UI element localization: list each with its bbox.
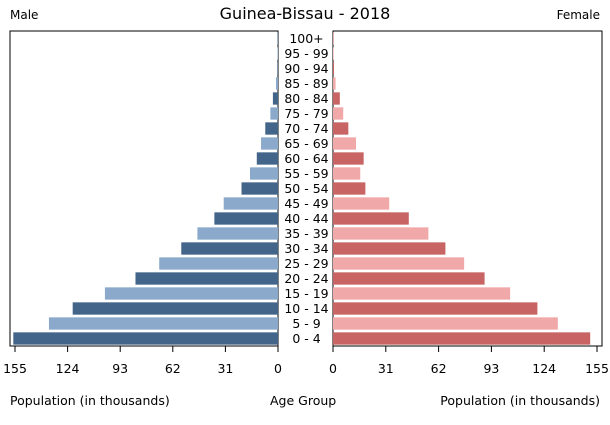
female-bar-11 xyxy=(333,197,390,210)
age-group-label: 85 - 89 xyxy=(284,76,328,91)
age-group-label: 15 - 19 xyxy=(284,286,328,301)
right-tick-label: 62 xyxy=(431,361,447,376)
male-bar-11 xyxy=(223,197,278,210)
female-bar-14 xyxy=(333,242,446,255)
female-bar-17 xyxy=(333,287,511,300)
male-bar-17 xyxy=(104,287,278,300)
female-bar-2 xyxy=(333,62,335,75)
male-bar-3 xyxy=(275,77,278,90)
female-bar-0 xyxy=(333,32,334,45)
age-group-label: 60 - 64 xyxy=(284,151,328,166)
right-tick-label: 155 xyxy=(585,361,609,376)
female-bar-5 xyxy=(333,107,344,120)
age-group-label: 0 - 4 xyxy=(292,331,320,346)
male-bar-7 xyxy=(261,137,278,150)
female-bar-18 xyxy=(333,302,538,315)
right-tick-label: 31 xyxy=(378,361,394,376)
right-tick-label: 0 xyxy=(329,361,337,376)
female-bar-4 xyxy=(333,92,340,105)
right-tick-label: 93 xyxy=(483,361,499,376)
female-bar-12 xyxy=(333,212,409,225)
female-bar-7 xyxy=(333,137,356,150)
age-group-label: 40 - 44 xyxy=(284,211,328,226)
male-bar-13 xyxy=(197,227,278,240)
male-bar-1 xyxy=(277,47,278,60)
age-group-label: 90 - 94 xyxy=(284,61,328,76)
age-group-label: 35 - 39 xyxy=(284,226,328,241)
left-tick-label: 155 xyxy=(3,361,27,376)
female-bar-9 xyxy=(333,167,361,180)
age-group-label: 25 - 29 xyxy=(284,256,328,271)
x-axis-label-left: Population (in thousands) xyxy=(10,393,170,408)
age-group-label: 30 - 34 xyxy=(284,241,328,256)
male-bar-4 xyxy=(272,92,278,105)
female-bar-8 xyxy=(333,152,364,165)
x-axis-label-center: Age Group xyxy=(270,393,337,408)
age-group-label: 50 - 54 xyxy=(284,181,328,196)
right-tick-label: 124 xyxy=(532,361,556,376)
male-bar-2 xyxy=(277,62,278,75)
left-tick-label: 93 xyxy=(112,361,128,376)
female-bar-1 xyxy=(333,47,334,60)
left-tick-label: 124 xyxy=(56,361,80,376)
male-bar-15 xyxy=(159,257,278,270)
male-bar-20 xyxy=(13,332,279,345)
male-bar-18 xyxy=(72,302,278,315)
x-axis-label-right: Population (in thousands) xyxy=(440,393,600,408)
age-group-label: 5 - 9 xyxy=(292,316,320,331)
male-bar-0 xyxy=(277,32,278,45)
age-group-label: 95 - 99 xyxy=(284,46,328,61)
female-bar-19 xyxy=(333,317,558,330)
female-bar-6 xyxy=(333,122,349,135)
female-bar-3 xyxy=(333,77,336,90)
age-group-label: 70 - 74 xyxy=(284,121,328,136)
male-bar-14 xyxy=(181,242,278,255)
female-bar-13 xyxy=(333,227,429,240)
age-group-label: 10 - 14 xyxy=(284,301,328,316)
female-bar-10 xyxy=(333,182,366,195)
left-tick-label: 31 xyxy=(217,361,233,376)
male-bar-19 xyxy=(48,317,278,330)
age-group-label: 75 - 79 xyxy=(284,106,328,121)
female-bar-16 xyxy=(333,272,485,285)
male-bar-6 xyxy=(265,122,278,135)
female-label: Female xyxy=(556,8,600,22)
female-bar-15 xyxy=(333,257,465,270)
male-label: Male xyxy=(10,8,39,22)
left-tick-label: 62 xyxy=(165,361,181,376)
age-group-label: 80 - 84 xyxy=(284,91,328,106)
male-bar-16 xyxy=(135,272,278,285)
male-bar-9 xyxy=(250,167,278,180)
male-bar-10 xyxy=(241,182,278,195)
male-bar-5 xyxy=(270,107,278,120)
male-bar-12 xyxy=(214,212,278,225)
age-group-label: 55 - 59 xyxy=(284,166,328,181)
age-group-label: 100+ xyxy=(289,31,323,46)
female-bar-20 xyxy=(333,332,591,345)
left-tick-label: 0 xyxy=(274,361,282,376)
age-group-label: 20 - 24 xyxy=(284,271,328,286)
chart-title: Guinea-Bissau - 2018 xyxy=(219,4,391,23)
male-bar-8 xyxy=(256,152,278,165)
age-group-label: 45 - 49 xyxy=(284,196,328,211)
age-group-label: 65 - 69 xyxy=(284,136,328,151)
